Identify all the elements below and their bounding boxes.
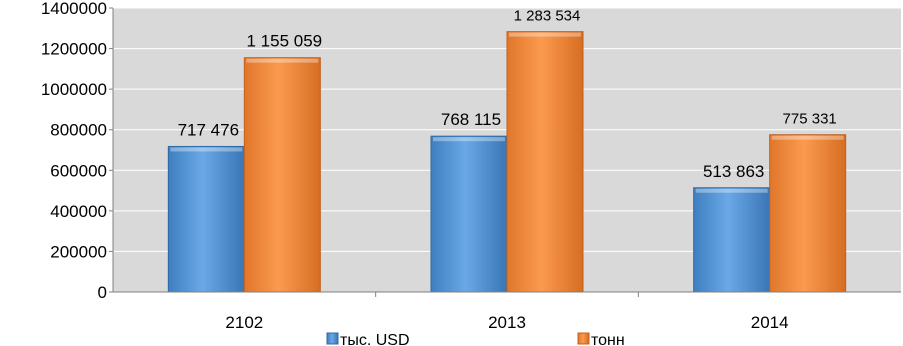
- y-tick-label: 1200000: [41, 40, 107, 59]
- bar-usd: [167, 145, 245, 293]
- bar-bevel: [170, 147, 243, 152]
- x-tick-label: 2014: [751, 313, 789, 332]
- bar-bevel: [509, 32, 581, 37]
- bar-usd: [693, 187, 771, 293]
- y-tick-label: 1000000: [41, 80, 107, 99]
- bar-tonnes: [243, 57, 321, 293]
- data-label: 775 331: [783, 111, 837, 128]
- legend: тыс. USD тонн: [326, 332, 625, 346]
- y-tick-label: 600000: [50, 161, 107, 180]
- x-tick-label: 2013: [488, 313, 526, 332]
- y-tick-label: 1400000: [41, 0, 107, 18]
- data-label: 717 476: [178, 120, 239, 139]
- x-axis: 2102 2013 2014: [113, 291, 901, 332]
- bar-tonnes: [506, 31, 584, 293]
- bar-usd: [430, 135, 508, 293]
- bar-bevel: [433, 137, 505, 142]
- bar-tonnes: [769, 134, 847, 293]
- data-labels: 717 476 1 155 059 768 115 1 283 534 513 863 7…: [178, 8, 837, 181]
- y-axis: 0 200000 400000 600000 800000 1000000 1200000 1…: [41, 0, 114, 302]
- data-label: 513 863: [703, 162, 764, 181]
- bars: [167, 31, 847, 293]
- data-label: 768 115: [441, 110, 501, 129]
- x-tick-label: 2102: [225, 313, 263, 332]
- bar-bevel: [771, 135, 844, 140]
- legend-swatch: [577, 332, 590, 345]
- data-label: 1 155 059: [247, 32, 323, 51]
- legend-label: тыс. USD: [340, 332, 410, 346]
- y-tick-label: 400000: [50, 202, 107, 221]
- bar-bevel: [246, 58, 319, 63]
- y-tick-label: 0: [98, 283, 107, 302]
- bar-bevel: [695, 188, 768, 193]
- y-tick-label: 200000: [50, 242, 107, 261]
- y-tick-label: 800000: [50, 121, 107, 140]
- legend-swatch: [326, 332, 339, 345]
- data-label: 1 283 534: [514, 8, 581, 25]
- legend-label: тонн: [591, 332, 625, 346]
